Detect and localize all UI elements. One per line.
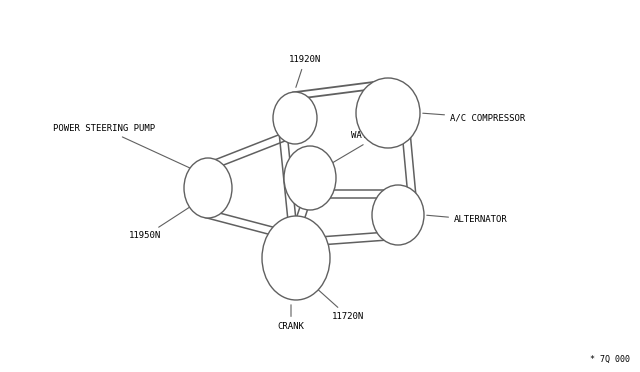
Text: A/C COMPRESSOR: A/C COMPRESSOR bbox=[423, 113, 525, 122]
Ellipse shape bbox=[273, 92, 317, 144]
Text: 11720N: 11720N bbox=[308, 281, 364, 321]
Ellipse shape bbox=[262, 216, 330, 300]
Ellipse shape bbox=[184, 158, 232, 218]
Text: WATER PUMP: WATER PUMP bbox=[325, 131, 404, 167]
Text: 11920N: 11920N bbox=[289, 55, 321, 87]
Ellipse shape bbox=[284, 146, 336, 210]
Ellipse shape bbox=[372, 185, 424, 245]
Text: CRANK: CRANK bbox=[278, 305, 305, 331]
Ellipse shape bbox=[356, 78, 420, 148]
Text: * 7Q 000: * 7Q 000 bbox=[590, 355, 630, 364]
Text: ALTERNATOR: ALTERNATOR bbox=[427, 215, 508, 224]
Text: 11950N: 11950N bbox=[129, 205, 194, 241]
Text: POWER STEERING PUMP: POWER STEERING PUMP bbox=[53, 124, 198, 172]
